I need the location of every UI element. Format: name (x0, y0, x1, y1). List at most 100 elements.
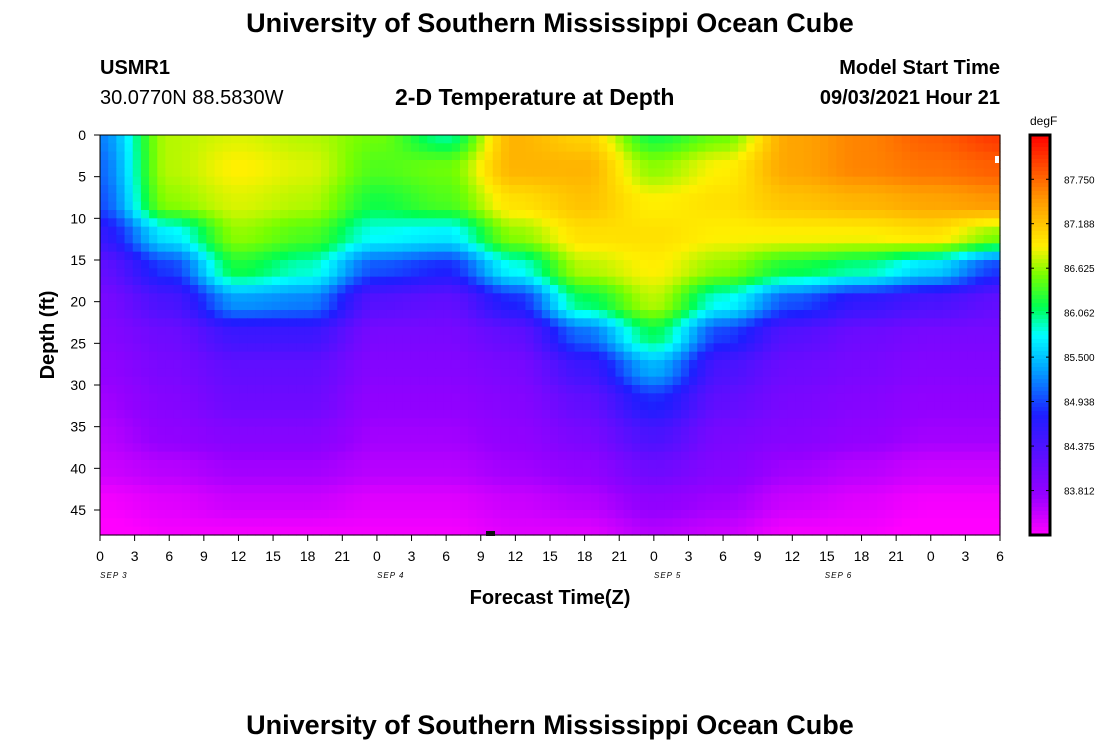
heatmap-cell (836, 476, 846, 486)
heatmap-cell (206, 201, 216, 211)
heatmap-cell (942, 410, 952, 419)
model-start-value: 09/03/2021 Hour 21 (819, 87, 1000, 109)
heatmap-cell (893, 501, 903, 511)
heatmap-cell (149, 143, 158, 153)
heatmap-cell (762, 293, 772, 303)
heatmap-cell (910, 135, 919, 144)
heatmap-cell (566, 210, 576, 219)
heatmap-cell (901, 293, 911, 303)
heatmap-cell (860, 193, 870, 203)
heatmap-cell (288, 243, 297, 253)
heatmap-cell (803, 251, 813, 261)
heatmap-cell (762, 501, 772, 511)
heatmap-cell (230, 143, 240, 153)
heatmap-cell (730, 493, 739, 503)
heatmap-cell (664, 410, 674, 419)
heatmap-cell (370, 385, 379, 394)
heatmap-cell (263, 201, 273, 211)
heatmap-cell (402, 351, 412, 361)
heatmap-cell (116, 360, 126, 369)
heatmap-cell (370, 193, 379, 203)
heatmap-cell (247, 168, 257, 178)
heatmap-cell (214, 360, 224, 369)
heatmap-cell (754, 335, 764, 344)
heatmap-cell (214, 376, 224, 386)
heatmap-cell (533, 451, 543, 461)
heatmap-cell (500, 251, 510, 261)
heatmap-cell (590, 385, 600, 394)
heatmap-cell (664, 201, 674, 211)
heatmap-cell (836, 335, 846, 344)
heatmap-cell (648, 143, 657, 153)
heatmap-cell (419, 476, 428, 486)
heatmap-cell (190, 235, 199, 244)
heatmap-cell (942, 151, 952, 161)
heatmap-cell (157, 510, 167, 519)
heatmap-cell (730, 376, 739, 386)
heatmap-cell (280, 301, 289, 311)
heatmap-cell (492, 185, 502, 194)
heatmap-cell (116, 176, 126, 186)
heatmap-cell (901, 326, 911, 336)
heatmap-cell (190, 210, 199, 219)
heatmap-cell (811, 360, 821, 369)
heatmap-cell (181, 143, 191, 153)
heatmap-cell (173, 485, 183, 494)
heatmap-cell (247, 510, 257, 519)
heatmap-cell (615, 476, 625, 486)
heatmap-cell (443, 318, 453, 328)
heatmap-cell (394, 326, 404, 336)
heatmap-cell (901, 310, 911, 319)
heatmap-cell (484, 368, 494, 378)
heatmap-cell (304, 360, 314, 369)
heatmap-cell (648, 176, 657, 186)
heatmap-cell (738, 293, 747, 303)
heatmap-cell (918, 326, 927, 336)
heatmap-cell (402, 410, 412, 419)
heatmap-cell (648, 301, 657, 311)
heatmap-cell (239, 260, 248, 269)
heatmap-cell (762, 335, 772, 344)
heatmap-cell (312, 251, 322, 261)
heatmap-cell (550, 143, 559, 153)
heatmap-cell (934, 435, 944, 444)
heatmap-cell (500, 351, 510, 361)
heatmap-cell (959, 301, 968, 311)
heatmap-cell (394, 335, 404, 344)
heatmap-cell (787, 160, 797, 169)
heatmap-cell (860, 276, 870, 286)
heatmap-cell (648, 351, 657, 361)
heatmap-cell (345, 343, 355, 353)
heatmap-cell (132, 451, 142, 461)
heatmap-cell (730, 460, 739, 469)
heatmap-cell (746, 435, 756, 444)
heatmap-cell (721, 151, 731, 161)
heatmap-cell (271, 251, 281, 261)
heatmap-cell (754, 360, 764, 369)
heatmap-cell (460, 385, 469, 394)
heatmap-cell (779, 443, 788, 453)
heatmap-cell (705, 451, 715, 461)
heatmap-cell (214, 285, 224, 294)
heatmap-cell (468, 485, 477, 494)
heatmap-cell (353, 276, 363, 286)
heatmap-cell (525, 351, 535, 361)
heatmap-cell (337, 476, 347, 486)
heatmap-cell (435, 393, 445, 403)
heatmap-cell (132, 160, 142, 169)
heatmap-cell (738, 143, 747, 153)
heatmap-cell (402, 401, 412, 411)
heatmap-cell (623, 326, 633, 336)
heatmap-cell (312, 160, 322, 169)
heatmap-cell (353, 143, 363, 153)
heatmap-cell (149, 193, 158, 203)
heatmap-cell (419, 326, 428, 336)
heatmap-cell (844, 435, 854, 444)
heatmap-cell (361, 393, 371, 403)
heatmap-cell (271, 151, 281, 161)
heatmap-cell (484, 201, 494, 211)
heatmap-cell (394, 143, 404, 153)
heatmap-cell (370, 285, 379, 294)
heatmap-cell (779, 218, 788, 228)
heatmap-cell (500, 435, 510, 444)
